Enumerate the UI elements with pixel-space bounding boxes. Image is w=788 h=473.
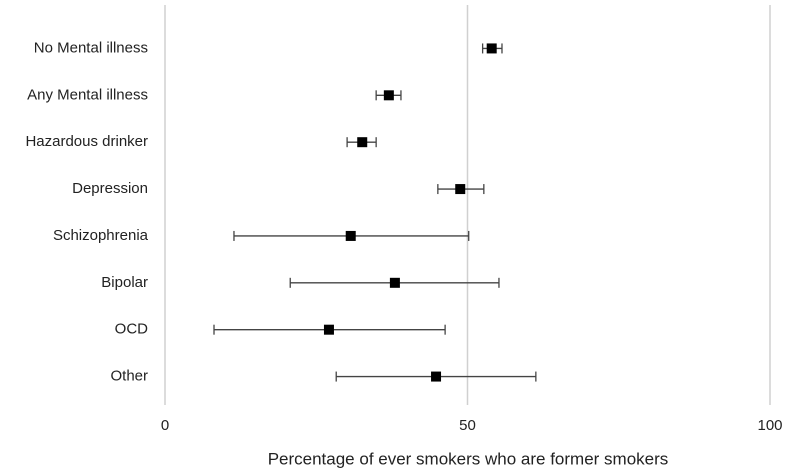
point	[389, 277, 400, 288]
point	[323, 324, 334, 335]
y-tick-label: Bipolar	[101, 274, 148, 291]
x-tick-label: 100	[757, 417, 782, 434]
y-tick-label: Schizophrenia	[53, 227, 149, 244]
y-tick-label: OCD	[115, 321, 149, 338]
y-tick-label: Depression	[72, 180, 148, 197]
point	[345, 230, 356, 241]
x-tick-label: 50	[459, 417, 476, 434]
x-axis-title: Percentage of ever smokers who are forme…	[268, 449, 669, 468]
x-tick-label: 0	[161, 417, 169, 434]
y-tick-label: Hazardous drinker	[25, 133, 148, 150]
y-tick-label: Any Mental illness	[27, 86, 148, 103]
point	[486, 43, 497, 54]
point	[383, 90, 394, 101]
point	[431, 371, 442, 382]
y-tick-label: Other	[110, 368, 148, 385]
y-tick-label: No Mental illness	[34, 39, 148, 56]
point	[357, 137, 368, 148]
point	[455, 184, 466, 195]
